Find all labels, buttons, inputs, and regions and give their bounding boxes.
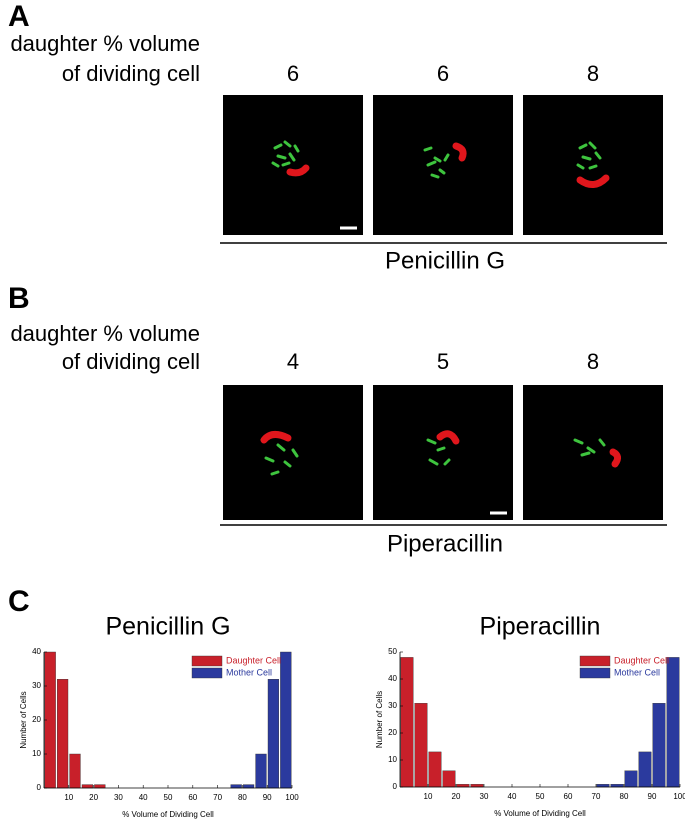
bar bbox=[442, 770, 456, 788]
bar bbox=[400, 657, 414, 788]
y-tick-label: 0 bbox=[393, 782, 398, 791]
chart-title: Penicillin G bbox=[105, 613, 230, 641]
chart-title: Piperacillin bbox=[480, 613, 601, 641]
y-tick-label: 40 bbox=[388, 674, 397, 683]
volume-value: 8 bbox=[587, 349, 599, 374]
legend-swatch bbox=[191, 667, 223, 679]
legend-label: Daughter Cell bbox=[614, 655, 669, 665]
x-tick-label: 10 bbox=[64, 793, 73, 802]
legend-swatch bbox=[191, 655, 223, 667]
bar bbox=[414, 703, 428, 788]
x-tick-label: 80 bbox=[238, 793, 247, 802]
x-tick-label: 90 bbox=[263, 793, 272, 802]
drug-name: Piperacillin bbox=[387, 530, 503, 557]
bar bbox=[624, 770, 638, 788]
x-tick-label: 20 bbox=[89, 793, 98, 802]
y-tick-label: 20 bbox=[388, 728, 397, 737]
bar bbox=[280, 651, 292, 789]
caption: of dividing cell bbox=[62, 349, 200, 374]
x-axis-label: % Volume of Dividing Cell bbox=[122, 810, 214, 819]
x-tick-label: 10 bbox=[424, 792, 433, 801]
caption: of dividing cell bbox=[62, 61, 200, 86]
x-tick-label: 60 bbox=[564, 792, 573, 801]
bar bbox=[666, 657, 680, 788]
y-tick-label: 0 bbox=[37, 783, 42, 792]
y-tick-label: 40 bbox=[32, 647, 41, 656]
x-tick-label: 70 bbox=[213, 793, 222, 802]
bar bbox=[470, 784, 484, 788]
bar bbox=[267, 679, 280, 789]
legend-label: Mother Cell bbox=[614, 667, 660, 677]
legend-label: Daughter Cell bbox=[226, 655, 281, 665]
x-tick-label: 60 bbox=[188, 793, 197, 802]
micrographs bbox=[220, 95, 667, 526]
y-tick-label: 30 bbox=[388, 701, 397, 710]
x-tick-label: 100 bbox=[673, 792, 685, 801]
bar bbox=[81, 784, 94, 789]
bar bbox=[230, 784, 242, 789]
y-tick-label: 30 bbox=[32, 681, 41, 690]
bar bbox=[610, 784, 624, 788]
bar bbox=[638, 751, 652, 788]
legend-label: Mother Cell bbox=[226, 667, 272, 677]
volume-value: 5 bbox=[437, 349, 449, 374]
bar bbox=[456, 784, 470, 788]
legend-swatch bbox=[579, 655, 611, 667]
volume-value: 6 bbox=[437, 61, 449, 86]
bar bbox=[94, 784, 106, 789]
bar bbox=[428, 751, 442, 788]
x-axis-label: % Volume of Dividing Cell bbox=[494, 809, 586, 818]
bar bbox=[596, 784, 610, 788]
y-axis-label: Number of Cells bbox=[375, 691, 384, 748]
x-tick-label: 30 bbox=[114, 793, 123, 802]
x-tick-label: 50 bbox=[164, 793, 173, 802]
x-tick-label: 80 bbox=[620, 792, 629, 801]
bar bbox=[69, 753, 81, 789]
x-tick-label: 100 bbox=[285, 793, 299, 802]
volume-value: 8 bbox=[587, 61, 599, 86]
caption: daughter % volume bbox=[10, 31, 200, 56]
y-tick-label: 50 bbox=[388, 647, 397, 656]
volume-value: 4 bbox=[287, 349, 299, 374]
legend-swatch bbox=[579, 667, 611, 679]
bar bbox=[242, 784, 255, 789]
volume-value: 6 bbox=[287, 61, 299, 86]
y-tick-label: 10 bbox=[388, 755, 397, 764]
panel-label: B bbox=[8, 282, 30, 315]
x-tick-label: 30 bbox=[480, 792, 489, 801]
x-tick-label: 40 bbox=[508, 792, 517, 801]
bar bbox=[57, 679, 69, 789]
x-tick-label: 20 bbox=[452, 792, 461, 801]
y-tick-label: 20 bbox=[32, 715, 41, 724]
bar bbox=[255, 753, 267, 789]
y-tick-label: 10 bbox=[32, 749, 41, 758]
drug-name: Penicillin G bbox=[385, 247, 505, 274]
bar bbox=[652, 703, 666, 788]
x-tick-label: 70 bbox=[592, 792, 601, 801]
panel-label: C bbox=[8, 585, 30, 618]
x-tick-label: 40 bbox=[139, 793, 148, 802]
caption: daughter % volume bbox=[10, 321, 200, 346]
panel-label: A bbox=[8, 0, 30, 33]
y-axis-label: Number of Cells bbox=[19, 691, 28, 748]
x-tick-label: 90 bbox=[648, 792, 657, 801]
x-tick-label: 50 bbox=[536, 792, 545, 801]
